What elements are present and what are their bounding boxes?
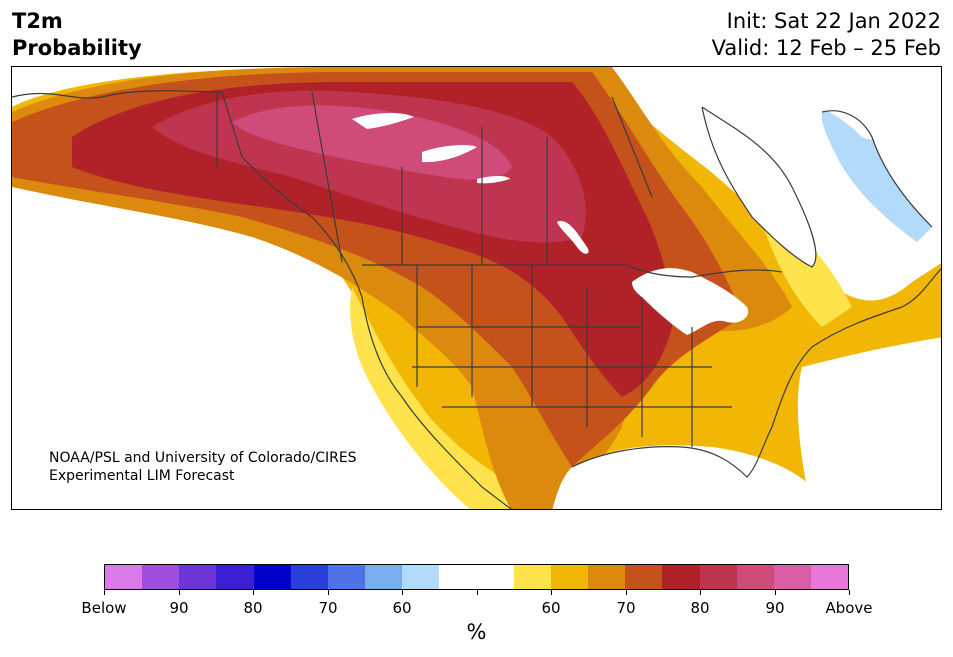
colorbar (104, 564, 849, 590)
colorbar-tick (476, 590, 478, 595)
colorbar-tick-label: Below (81, 599, 127, 617)
colorbar-swatch (662, 565, 700, 589)
colorbar-swatch (476, 565, 514, 589)
colorbar-tick (327, 590, 329, 595)
boundaries (12, 90, 941, 509)
valid-period: Valid: 12 Feb – 25 Feb (711, 36, 941, 60)
ocean-gulf (552, 445, 812, 509)
coastline-east (771, 268, 941, 428)
colorbar-tick (178, 590, 180, 595)
colorbar-tick-label: 60 (541, 599, 561, 617)
title-line-type: Probability (12, 36, 142, 60)
colorbar-swatch (588, 565, 626, 589)
map-title: T2m Probability (12, 8, 142, 62)
great-lakes (632, 268, 749, 335)
probability-map (12, 67, 941, 509)
colorbar-tick-label: 90 (765, 599, 785, 617)
great-slave-lake (422, 144, 477, 163)
colorbar-tick-label: 80 (243, 599, 263, 617)
colorbar-swatch (179, 565, 217, 589)
colorbar-swatch (402, 565, 440, 589)
credit-text: NOAA/PSL and University of Colorado/CIRE… (49, 449, 357, 485)
init-date: Init: Sat 22 Jan 2022 (726, 9, 941, 33)
colorbar-swatch (625, 565, 663, 589)
title-line-variable: T2m (12, 9, 63, 33)
credit-line-1: NOAA/PSL and University of Colorado/CIRE… (49, 450, 357, 466)
province-lines (216, 91, 653, 265)
hudson-bay-coast (701, 106, 817, 268)
colorbar-tick (401, 590, 403, 595)
labrador-coast (821, 110, 933, 228)
colorbar-tick-label: Above (825, 599, 873, 617)
coastline-west (12, 90, 513, 509)
ocean-atlantic (712, 67, 941, 149)
great-bear-lake (352, 113, 414, 129)
colorbar-swatch (105, 565, 143, 589)
forecast-dates: Init: Sat 22 Jan 2022 Valid: 12 Feb – 25… (712, 8, 941, 62)
colorbar-swatch (253, 565, 291, 589)
field-below-60 (821, 110, 932, 242)
colorbar-swatch (439, 565, 477, 589)
colorbar-swatch (513, 565, 551, 589)
canada-us-border (362, 264, 783, 278)
colorbar-tick (625, 590, 627, 595)
lake-athabasca (477, 176, 510, 184)
field-90 (232, 105, 512, 180)
colorbar-tick (103, 590, 105, 595)
colorbar-swatch (810, 565, 849, 589)
colorbar-tick (774, 590, 776, 595)
colorbar-tick-label: 70 (616, 599, 636, 617)
colorbar-tick (848, 590, 850, 595)
colorbar-ticks: Below 90 80 70 60 60 70 80 90 Above (81, 590, 873, 620)
state-lines (412, 265, 732, 447)
colorbar-tick (252, 590, 254, 595)
colorbar-swatch (699, 565, 737, 589)
colorbar-tick-label: 80 (690, 599, 710, 617)
colorbar-tick (550, 590, 552, 595)
colorbar-unit: % (466, 620, 487, 644)
colorbar-tick (699, 590, 701, 595)
colorbar-tick-label: 70 (318, 599, 338, 617)
colorbar-swatch (365, 565, 403, 589)
map-panel (11, 66, 942, 510)
lake-winnipeg (557, 221, 589, 254)
probability-fields (12, 67, 941, 509)
colorbar-swatch (290, 565, 328, 589)
colorbar-tick-label: 90 (169, 599, 189, 617)
colorbar-swatch (216, 565, 254, 589)
colorbar-swatch (327, 565, 366, 589)
ocean-atlantic-east (797, 337, 941, 509)
colorbar-swatch (550, 565, 589, 589)
colorbar-swatch (736, 565, 774, 589)
ocean-pacific-south (12, 224, 342, 509)
coastline-gulf (571, 426, 773, 478)
colorbar-swatch (142, 565, 180, 589)
colorbar-swatch (773, 565, 811, 589)
hudson-bay-region (702, 107, 816, 267)
credit-line-2: Experimental LIM Forecast (49, 468, 235, 484)
colorbar-tick-label: 60 (392, 599, 412, 617)
